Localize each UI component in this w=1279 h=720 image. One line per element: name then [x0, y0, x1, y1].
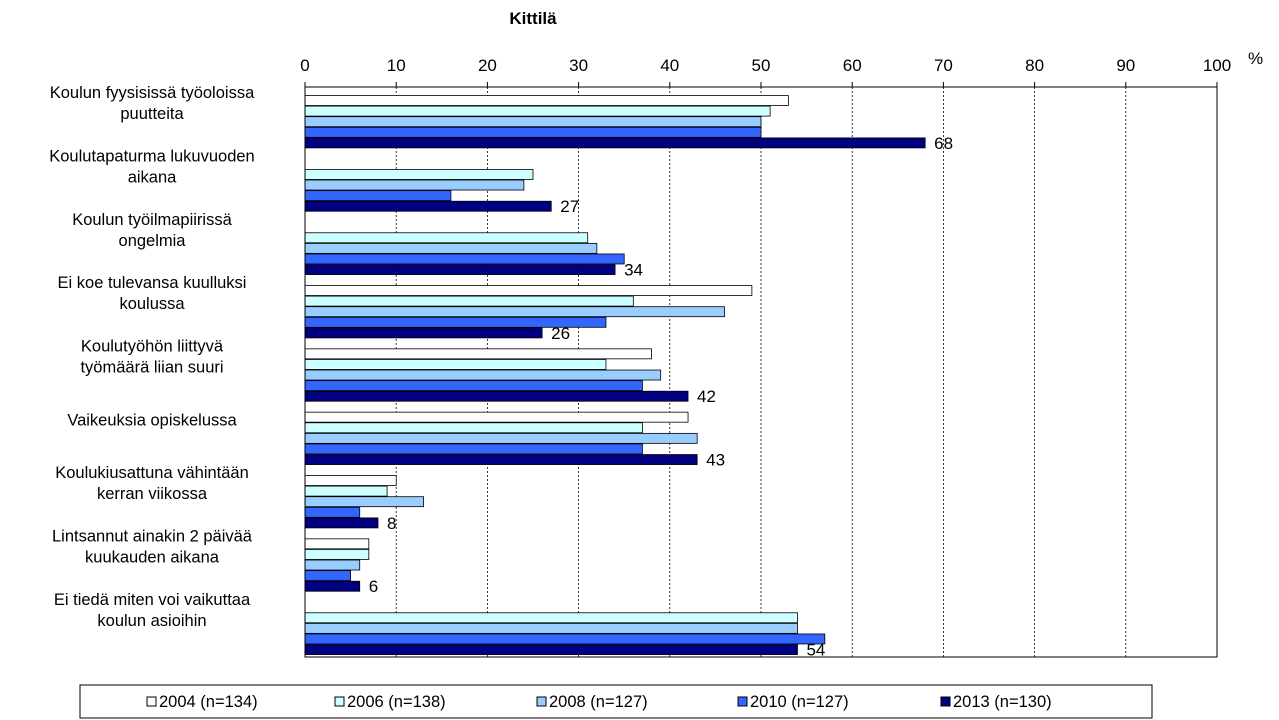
x-tick-label: 100 — [1203, 56, 1231, 75]
bar-2004 — [304, 95, 789, 106]
x-tick-label: 70 — [934, 56, 953, 75]
bar-2008 — [304, 306, 725, 318]
category-labels: Koulun fyysisissä työoloissa puutteita Kou… — [49, 84, 255, 630]
x-tick-label: 30 — [569, 56, 588, 75]
legend: 2004 (n=134) 2006 (n=138) 2008 (n=127) 2010… — [79, 684, 1153, 719]
legend-box — [79, 684, 1153, 719]
bar-2008 — [304, 496, 424, 508]
x-tick-label: 20 — [478, 56, 497, 75]
legend-entry: 2004 (n=134) — [159, 693, 258, 711]
bar-2013 — [304, 327, 543, 339]
x-tick-label: 10 — [387, 56, 406, 75]
bar-2008 — [304, 369, 662, 381]
legend-entry: 2013 (n=130) — [953, 693, 1052, 711]
bar-2010 — [304, 253, 625, 265]
bar-2004 — [304, 285, 753, 296]
bar-2006 — [304, 169, 534, 180]
legend-swatch — [536, 696, 547, 707]
data-labels: 68 27 34 26 42 43 8 6 54 — [369, 134, 953, 660]
category-label: Ei koe tulevansa kuulluksi koulussa — [58, 274, 247, 313]
bar-2010 — [304, 126, 762, 138]
legend-swatch — [940, 696, 951, 707]
bar-2013 — [304, 517, 379, 529]
x-tick-label: 80 — [1025, 56, 1044, 75]
bar-2008 — [304, 432, 698, 444]
chart-title: Kittilä — [509, 9, 557, 28]
unit-label: % — [1248, 49, 1263, 68]
category-label: Lintsannut ainakin 2 päivää kuukauden aik… — [52, 528, 253, 567]
bar-2006 — [304, 359, 607, 370]
data-label: 54 — [806, 641, 825, 660]
bar-2010 — [304, 380, 643, 392]
bar-2013 — [304, 264, 616, 275]
category-label: Koulutyöhön liittyvä työmäärä liian suuri — [80, 338, 223, 377]
bar-2013 — [304, 137, 926, 149]
category-label: Koulukiusattuna vähintään kerran viikossa — [55, 464, 249, 503]
data-label: 26 — [551, 324, 570, 343]
bar-2006 — [304, 232, 589, 244]
bar-2010 — [304, 570, 351, 582]
x-axis-ticks: 0 10 20 30 40 50 60 70 80 90 100 — [300, 56, 1231, 87]
bar-2010 — [304, 190, 452, 202]
legend-swatch — [737, 696, 748, 707]
data-label: 68 — [934, 134, 953, 153]
legend-swatch — [146, 696, 157, 707]
data-label: 43 — [706, 451, 725, 470]
bar-2006 — [304, 295, 634, 307]
bar-2013 — [304, 580, 361, 592]
category-label: Koulun fyysisissä työoloissa puutteita — [50, 84, 255, 123]
data-label: 27 — [560, 197, 579, 216]
x-tick-label: 60 — [843, 56, 862, 75]
bar-2010 — [304, 443, 643, 455]
bar-2010 — [304, 506, 361, 518]
bar-2006 — [304, 549, 370, 560]
x-tick-label: 90 — [1116, 56, 1135, 75]
plot-area-border — [304, 86, 1218, 658]
category-label: Koulun työilmapiirissä ongelmia — [72, 211, 232, 250]
category-label: Ei tiedä miten voi vaikuttaa koulun asioi… — [54, 591, 251, 630]
bar-2013 — [304, 390, 689, 402]
category-label: Vaikeuksia opiskelussa — [67, 411, 237, 429]
bar-2013 — [304, 200, 552, 212]
bar-2004 — [304, 411, 689, 423]
bar-2013 — [304, 454, 698, 465]
bar-2008 — [304, 559, 361, 571]
bars — [304, 95, 926, 655]
bar-2006 — [304, 485, 388, 497]
bar-2008 — [304, 116, 762, 128]
data-label: 42 — [697, 387, 716, 406]
bar-2013 — [304, 644, 798, 655]
bar-2008 — [304, 242, 598, 254]
bar-2008 — [304, 179, 525, 191]
x-tick-label: 40 — [660, 56, 679, 75]
bar-2006 — [304, 612, 798, 624]
x-tick-label: 50 — [752, 56, 771, 75]
legend-entry: 2006 (n=138) — [347, 693, 446, 711]
bar-2010 — [304, 633, 826, 645]
bar-2006 — [304, 105, 771, 117]
bar-2004 — [304, 475, 397, 486]
bar-2004 — [304, 538, 370, 550]
x-tick-label: 0 — [300, 56, 309, 75]
bar-2006 — [304, 422, 643, 434]
data-label: 8 — [387, 514, 396, 533]
category-label: Koulutapaturma lukuvuoden aikana — [49, 148, 254, 187]
bar-2008 — [304, 622, 798, 634]
data-label: 34 — [624, 261, 643, 280]
data-label: 6 — [369, 577, 378, 596]
legend-entry: 2008 (n=127) — [549, 693, 648, 711]
bar-2004 — [304, 348, 652, 360]
legend-entry: 2010 (n=127) — [750, 693, 849, 711]
legend-swatch — [334, 696, 345, 707]
